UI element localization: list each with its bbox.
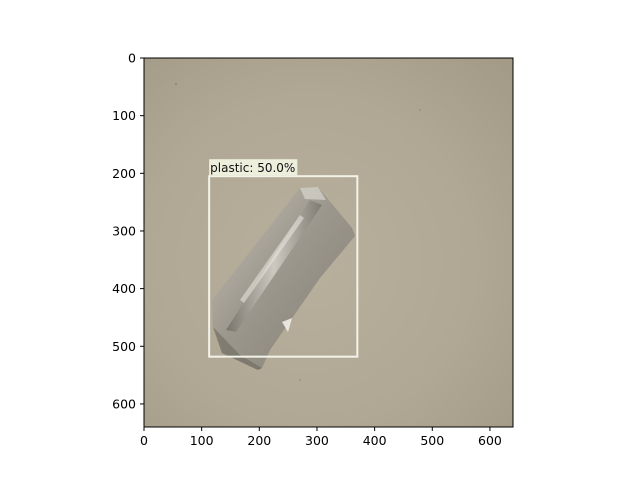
- speckle: [419, 109, 421, 111]
- detection: plastic: 50.0%: [208, 159, 359, 358]
- y-tick-label: 300: [112, 223, 136, 238]
- detection-box: [208, 175, 359, 358]
- x-tick-label: 300: [305, 433, 329, 448]
- y-axis: 0 100 200 300 400 500 600: [112, 51, 144, 411]
- y-tick-label: 200: [112, 166, 136, 181]
- photo: [144, 58, 513, 427]
- x-tick-label: 400: [363, 433, 387, 448]
- speckle: [299, 379, 301, 381]
- x-tick-label: 100: [190, 433, 214, 448]
- y-tick-label: 100: [112, 108, 136, 123]
- y-tick-label: 0: [128, 51, 136, 66]
- x-axis: 0 100 200 300 400 500 600: [140, 427, 502, 448]
- detection-label: plastic: 50.0%: [210, 161, 295, 175]
- axes-frame: [143, 57, 514, 428]
- speckle: [175, 83, 177, 85]
- x-tick-label: 0: [140, 433, 148, 448]
- y-tick-label: 400: [112, 281, 136, 296]
- y-tick-label: 600: [112, 396, 136, 411]
- y-tick-label: 500: [112, 339, 136, 354]
- plastic-bag: [212, 187, 355, 370]
- x-tick-label: 600: [478, 433, 502, 448]
- detection-label-background: [209, 159, 298, 176]
- x-tick-label: 500: [420, 433, 444, 448]
- x-tick-label: 200: [247, 433, 271, 448]
